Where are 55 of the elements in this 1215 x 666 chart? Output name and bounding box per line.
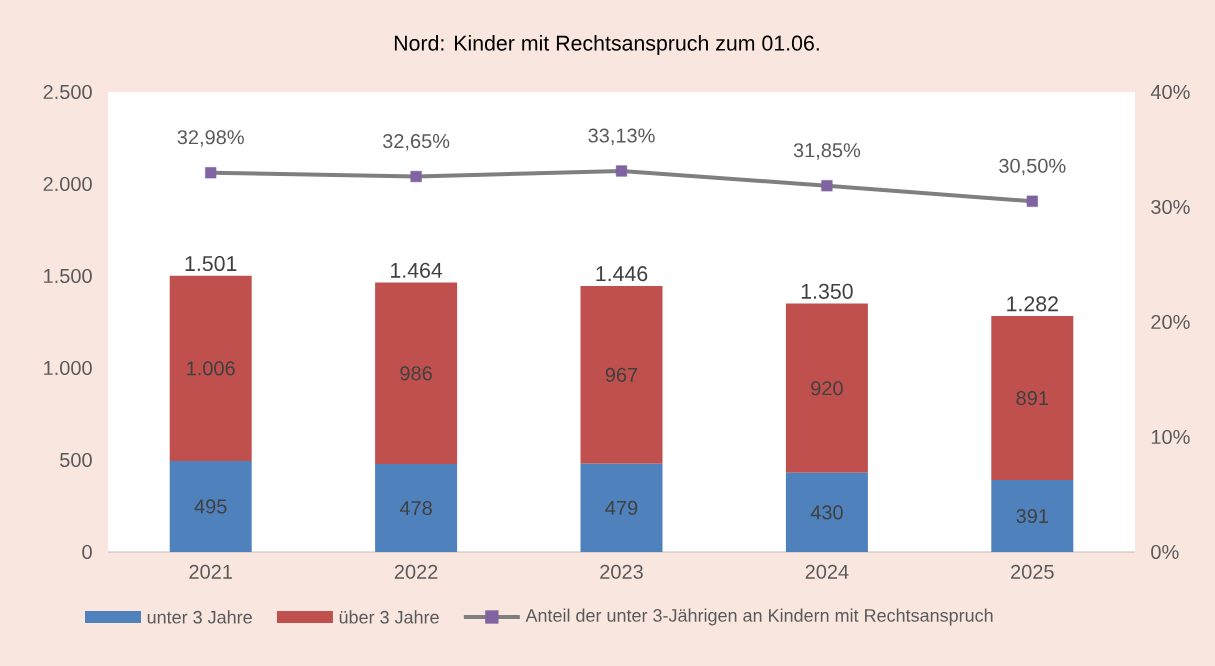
y-tick-label: 500 <box>60 452 92 468</box>
bar <box>580 285 663 464</box>
bar <box>580 463 663 552</box>
y2-tick-label: 40% <box>1150 84 1190 100</box>
point <box>205 167 217 179</box>
y2-tick-label: 10% <box>1151 429 1190 445</box>
data-label: 986 <box>400 366 432 381</box>
x-tick-label: 2023 <box>600 564 643 579</box>
data-label: 391 <box>1016 508 1048 524</box>
data-label: 1.006 <box>187 361 235 376</box>
bar <box>169 275 252 461</box>
total-label: 1.446 <box>596 266 648 282</box>
point <box>1026 195 1038 207</box>
bar <box>991 480 1074 552</box>
data-label: 32,65% <box>382 133 450 151</box>
y-tick-label: 2.500 <box>43 84 92 100</box>
y-tick-label: 0 <box>82 544 92 560</box>
legend-label: Anteil der unter 3-Jährigen an Kindern mit Rechtsanspruch <box>525 608 993 626</box>
data-label: 30,50% <box>999 158 1066 176</box>
data-label: 32,98% <box>177 130 244 147</box>
data-label: 479 <box>605 500 638 515</box>
data-label: 430 <box>810 505 843 520</box>
x-tick-label: 2025 <box>1011 564 1054 579</box>
point <box>410 170 422 183</box>
y-tick-label: 1.000 <box>44 360 92 376</box>
y-tick-label: 1.500 <box>44 268 92 284</box>
data-label: 967 <box>605 367 638 382</box>
total-label: 1.350 <box>801 283 853 299</box>
chart-title: Nord: Kinder mit Rechtsanspruch zum 01.06. <box>394 35 819 55</box>
y2-tick-label: 20% <box>1151 314 1190 330</box>
total-label: 1.282 <box>1007 296 1058 312</box>
data-label: 495 <box>194 499 227 514</box>
data-label: 33,13% <box>588 128 655 145</box>
x-tick-label: 2022 <box>394 564 438 579</box>
y-tick-label: 2.000 <box>43 176 92 192</box>
bar <box>785 472 868 552</box>
y2-tick-label: 0% <box>1151 544 1179 560</box>
legend-label: unter 3 Jahre <box>147 610 252 624</box>
legend-label: über 3 Jahre <box>339 610 439 624</box>
bar <box>991 316 1074 481</box>
y2-tick-label: 30% <box>1151 199 1190 215</box>
x-tick-label: 2021 <box>189 564 232 579</box>
total-label: 1.464 <box>391 262 443 278</box>
bar <box>169 460 252 552</box>
total-label: 1.501 <box>185 256 237 272</box>
data-label: 920 <box>811 381 843 396</box>
data-label: 891 <box>1016 390 1048 406</box>
x-tick-label: 2024 <box>805 564 849 579</box>
point <box>615 165 628 177</box>
point <box>821 180 833 192</box>
bar <box>785 303 868 473</box>
bar <box>375 464 458 552</box>
data-label: 31,85% <box>793 143 861 160</box>
data-label: 478 <box>399 500 432 516</box>
bar <box>375 282 458 465</box>
